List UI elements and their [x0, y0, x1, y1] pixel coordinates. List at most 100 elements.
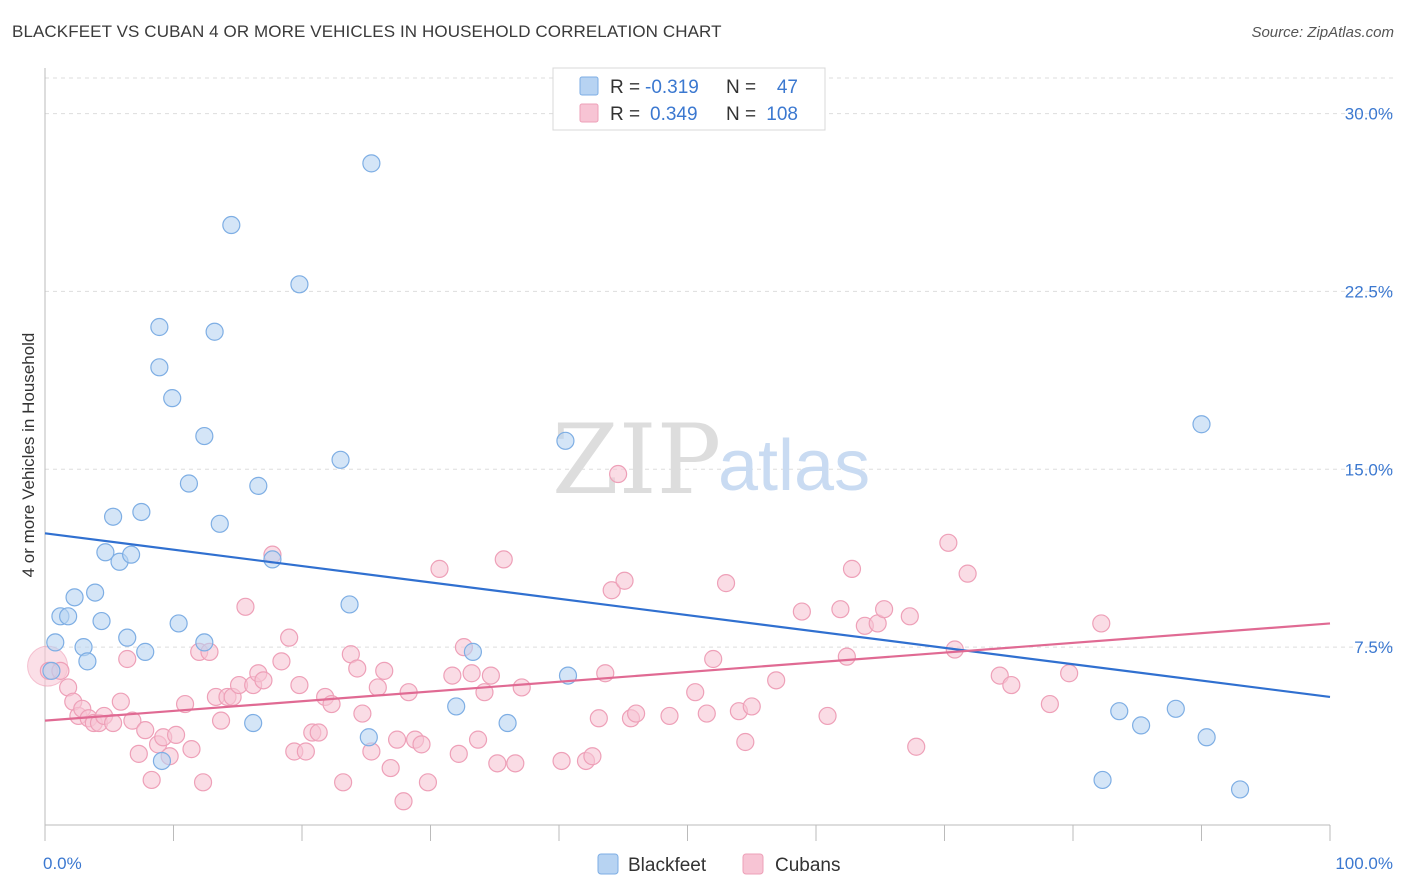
data-point-blackfeet [96, 543, 115, 562]
data-point-cubans [104, 713, 123, 733]
data-point-cubans [430, 559, 449, 578]
legend-n-label: N = [726, 104, 756, 125]
legend-r-label: R = [610, 77, 640, 98]
data-point-blackfeet [169, 614, 188, 633]
data-point-blackfeet [179, 474, 199, 493]
legend-r-value: 0.349 [650, 104, 698, 125]
data-point-cubans [118, 649, 137, 669]
data-point-cubans [609, 464, 628, 484]
data-point-cubans [353, 704, 372, 723]
series-legend-item-blackfeet[interactable]: Blackfeet [597, 853, 707, 876]
data-point-blackfeet [46, 633, 65, 652]
x-tick-label: 100.0% [1335, 854, 1393, 873]
data-point-blackfeet [1110, 702, 1129, 721]
data-point-cubans [1002, 675, 1021, 695]
y-tick-labels: 7.5% 15.0% 22.5% 30.0% [1345, 105, 1393, 658]
data-point-blackfeet [163, 389, 182, 408]
trend-lines [44, 532, 1331, 722]
data-point-cubans [481, 666, 500, 685]
data-point-cubans [182, 740, 201, 759]
watermark-zip: ZIP [552, 404, 721, 516]
data-point-cubans [900, 607, 919, 626]
data-point-blackfeet [118, 628, 137, 647]
data-point-cubans [1040, 694, 1059, 714]
series-label-cubans: Cubans [775, 855, 841, 876]
data-point-blackfeet [150, 358, 169, 377]
chart-title: BLACKFEET VS CUBAN 4 OR MORE VEHICLES IN… [12, 22, 722, 41]
data-point-blackfeet [340, 595, 359, 614]
data-point-cubans [837, 647, 856, 666]
y-axis-title: 4 or more Vehicles in Household [19, 333, 38, 578]
legend-swatch-blue [579, 76, 599, 96]
grid-lines [45, 77, 1394, 648]
data-point-blackfeet [132, 502, 151, 522]
data-point-blackfeet [498, 713, 517, 733]
data-point-cubans [309, 723, 328, 742]
data-point-cubans [602, 581, 621, 600]
data-point-blackfeet [152, 751, 172, 771]
y-tick-label: 7.5% [1354, 638, 1393, 657]
x-tick-labels: 0.0% 100.0% [43, 854, 1393, 873]
data-point-blackfeet [1166, 699, 1185, 718]
data-point-cubans [394, 792, 413, 811]
data-point-cubans [387, 730, 407, 749]
data-point-blackfeet [362, 154, 381, 173]
data-point-blackfeet [249, 476, 268, 495]
data-point-cubans [375, 661, 394, 680]
data-point-cubans [716, 574, 736, 593]
data-point-blackfeet [290, 275, 309, 294]
data-point-cubans [939, 533, 958, 552]
data-point-cubans [175, 694, 195, 714]
data-point-blackfeet [92, 611, 111, 631]
data-point-blackfeet [210, 514, 229, 533]
data-point-cubans [290, 675, 309, 695]
data-point-cubans [552, 751, 571, 771]
series-legend-item-cubans[interactable]: Cubans [742, 853, 841, 876]
data-point-cubans [348, 659, 367, 678]
series-swatch-blackfeet [597, 853, 619, 875]
data-point-blackfeet [556, 431, 575, 450]
series-swatch-cubans [742, 853, 764, 875]
data-point-cubans [1060, 664, 1079, 683]
data-point-cubans [129, 744, 148, 763]
data-point-cubans [583, 747, 602, 766]
data-points [27, 154, 1250, 811]
data-point-cubans [907, 737, 926, 756]
data-point-blackfeet [59, 607, 78, 626]
data-point-blackfeet [42, 661, 61, 680]
data-point-blackfeet [195, 633, 214, 652]
data-point-cubans [449, 744, 468, 763]
y-tick-label: 22.5% [1345, 282, 1393, 301]
data-point-cubans [254, 671, 273, 690]
data-point-blackfeet [263, 550, 282, 569]
trend-line-blackfeet [44, 532, 1331, 699]
data-point-blackfeet [121, 545, 141, 564]
data-point-blackfeet [1093, 770, 1112, 790]
data-point-blackfeet [104, 507, 123, 526]
data-point-blackfeet [78, 652, 97, 671]
data-point-cubans [468, 730, 488, 749]
data-point-cubans [488, 754, 507, 773]
data-point-blackfeet [359, 728, 378, 747]
data-point-cubans [280, 628, 299, 647]
data-point-cubans [512, 678, 531, 697]
stats-legend-row-blackfeet: R = -0.319 N = 47 [579, 76, 798, 98]
data-point-blackfeet [150, 317, 169, 337]
y-tick-label: 30.0% [1345, 105, 1393, 124]
data-point-cubans [443, 666, 462, 685]
data-point-blackfeet [1197, 728, 1216, 747]
data-point-cubans [211, 711, 231, 730]
stats-legend-row-cubans: R = 0.349 N = 108 [579, 103, 798, 125]
data-point-cubans [742, 697, 761, 716]
data-point-blackfeet [65, 588, 84, 607]
data-point-cubans [875, 600, 894, 619]
data-point-cubans [412, 735, 431, 754]
data-point-blackfeet [195, 426, 214, 446]
data-point-cubans [296, 742, 315, 761]
data-point-cubans [958, 564, 977, 583]
legend-swatch-pink [579, 103, 599, 123]
legend-n-value: 108 [766, 104, 798, 125]
stats-legend: R = -0.319 N = 47 R = 0.349 N = 108 [552, 67, 826, 131]
legend-n-value: 47 [777, 77, 798, 98]
data-point-cubans [506, 754, 525, 773]
